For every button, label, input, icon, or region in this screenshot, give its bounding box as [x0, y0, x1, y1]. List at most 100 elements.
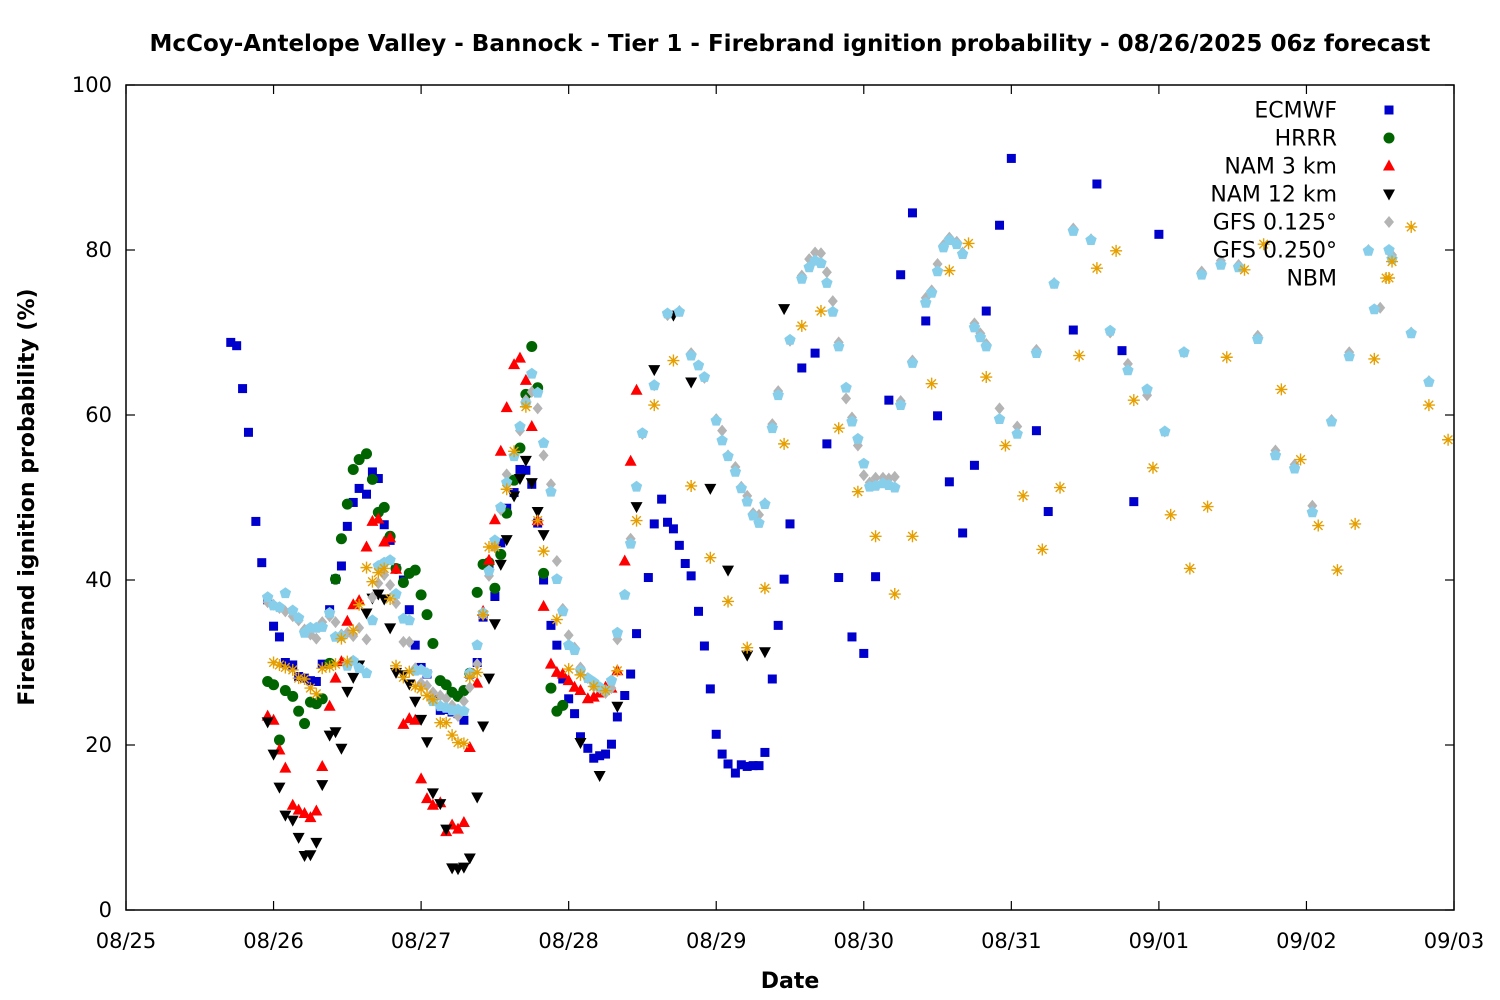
data-point-gfs-0-250	[287, 604, 299, 616]
data-point-gfs-0-250	[735, 482, 747, 494]
data-point-nam-3-km	[421, 792, 434, 804]
data-point-ecmwf	[1117, 346, 1127, 356]
data-point-hrrr	[330, 573, 342, 585]
data-point-gfs-0-125	[404, 635, 415, 648]
data-point-nbm	[1422, 399, 1435, 412]
data-point-nbm	[403, 665, 416, 678]
data-point-nam-12-km	[463, 853, 476, 865]
data-point-nam-3-km	[384, 531, 397, 543]
data-point-gfs-0-250	[1423, 376, 1435, 387]
data-point-nam-12-km	[323, 730, 336, 742]
data-point-gfs-0-250	[1067, 225, 1079, 236]
data-point-hrrr	[471, 586, 483, 598]
data-point-hrrr	[353, 454, 365, 466]
data-point-gfs-0-250	[532, 386, 544, 398]
data-point-ecmwf	[311, 676, 321, 686]
data-point-nbm	[531, 514, 544, 527]
data-point-ecmwf	[564, 694, 574, 704]
data-point-nam-3-km	[409, 713, 422, 725]
data-point-nbm	[353, 598, 366, 611]
data-point-nbm	[500, 483, 513, 496]
data-point-ecmwf	[742, 761, 752, 771]
data-point-nam-3-km	[537, 599, 550, 611]
data-point-nbm	[409, 680, 422, 693]
data-point-ecmwf	[933, 411, 943, 421]
data-point-gfs-0-125	[538, 449, 549, 462]
data-point-gfs-0-250	[993, 413, 1006, 424]
data-point-hrrr	[397, 576, 409, 588]
data-point-gfs-0-250	[1178, 346, 1190, 358]
data-point-nam-12-km	[279, 810, 292, 822]
data-point-nbm	[335, 632, 348, 645]
data-point-nbm	[1349, 517, 1362, 530]
data-point-nam-12-km	[372, 589, 385, 601]
data-point-gfs-0-250	[833, 340, 845, 352]
data-point-gfs-0-250	[1085, 234, 1097, 245]
data-point-hrrr	[495, 548, 507, 560]
data-point-nam-12-km	[341, 686, 354, 698]
data-point-nbm	[795, 319, 808, 332]
data-point-gfs-0-250	[1159, 425, 1171, 437]
data-point-ecmwf	[958, 528, 968, 538]
data-point-nbm	[1073, 349, 1086, 362]
data-point-nbm	[360, 561, 373, 574]
data-point-gfs-0-250	[347, 654, 359, 666]
data-point-nbm	[869, 530, 882, 543]
data-point-ecmwf	[546, 620, 556, 630]
data-point-nbm	[851, 485, 864, 498]
legend-marker	[1383, 159, 1395, 171]
data-point-gfs-0-125	[545, 478, 556, 491]
data-point-hrrr	[299, 718, 311, 730]
data-point-nam-12-km	[384, 623, 397, 635]
y-axis-label: Firebrand ignition probability (%)	[15, 288, 40, 705]
data-point-ecmwf	[649, 519, 659, 529]
data-point-nbm	[611, 664, 624, 677]
data-point-nbm	[722, 595, 735, 608]
data-point-ecmwf	[379, 520, 389, 530]
data-point-nbm	[304, 682, 317, 695]
data-point-gfs-0-250	[421, 667, 433, 679]
x-tick-label: 08/25	[96, 929, 157, 953]
data-point-gfs-0-250	[1141, 383, 1153, 395]
data-point-ecmwf	[348, 497, 358, 507]
data-point-gfs-0-125	[311, 632, 322, 645]
data-point-ecmwf	[620, 691, 630, 700]
data-point-nam-3-km	[360, 540, 373, 552]
data-point-ecmwf	[686, 571, 696, 581]
data-point-ecmwf	[767, 674, 777, 684]
data-point-hrrr	[489, 582, 501, 594]
data-point-gfs-0-250	[261, 591, 274, 603]
data-point-ecmwf	[711, 729, 721, 739]
data-point-ecmwf	[490, 592, 500, 601]
x-tick-label: 08/30	[834, 929, 895, 953]
data-point-nbm	[267, 656, 280, 669]
data-point-gfs-0-250	[292, 612, 305, 623]
data-point-gfs-0-250	[661, 307, 674, 319]
data-point-nam-12-km	[440, 824, 453, 836]
data-point-nam-3-km	[525, 420, 538, 432]
data-point-ecmwf	[558, 674, 568, 684]
data-point-nam-12-km	[525, 478, 538, 490]
data-point-gfs-0-250	[673, 305, 685, 317]
data-point-nam-3-km	[471, 676, 484, 688]
data-point-nbm	[1312, 519, 1325, 532]
data-point-nam-3-km	[329, 671, 342, 683]
data-point-nam-12-km	[531, 507, 544, 519]
data-point-gfs-0-250	[968, 321, 981, 333]
data-point-nam-12-km	[648, 365, 661, 377]
data-points	[226, 153, 1455, 876]
data-point-gfs-0-125	[367, 591, 378, 604]
data-point-gfs-0-250	[753, 517, 765, 528]
data-point-ecmwf	[754, 761, 764, 771]
data-point-gfs-0-125	[841, 392, 852, 405]
data-point-nbm	[384, 592, 397, 605]
data-point-gfs-0-250	[906, 357, 919, 368]
legend-marker	[1384, 216, 1394, 228]
data-point-nam-3-km	[513, 351, 526, 363]
data-point-nbm	[758, 582, 771, 595]
data-point-nam-12-km	[335, 743, 348, 755]
data-point-hrrr	[279, 685, 291, 697]
data-point-ecmwf	[694, 606, 704, 616]
data-point-ecmwf	[748, 761, 758, 771]
